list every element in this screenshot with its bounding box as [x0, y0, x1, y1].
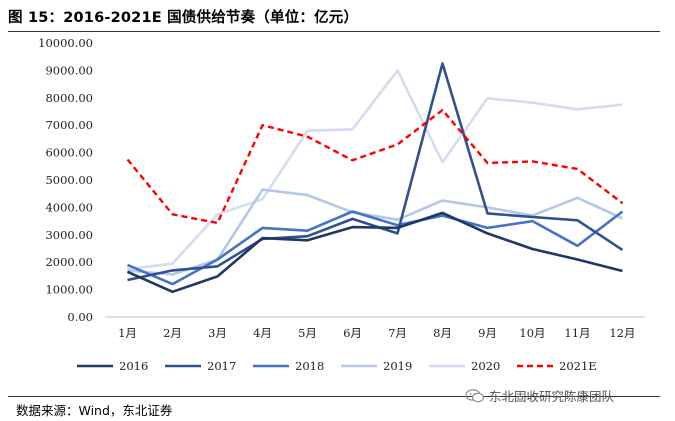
x-tick-label: 3月: [208, 326, 227, 340]
watermark-text: 东北固收研究陈康团队: [489, 389, 615, 404]
x-tick-label: 2月: [163, 326, 182, 340]
legend-label-2019: 2019: [383, 359, 412, 373]
y-tick-label: 6000.00: [45, 146, 93, 160]
figure-title: 图 15：2016-2021E 国债供给节奏（单位：亿元）: [8, 10, 359, 26]
chart-legend: 2016 2017 2018 2019 2020 2021E: [77, 359, 597, 373]
chart-series-group: [126, 62, 624, 294]
series-line-2019: [127, 188, 624, 276]
series-line-2018: [126, 210, 624, 286]
series-line-2020: [127, 69, 623, 271]
line-chart: 0.00 1000.00 2000.00 3000.00 4000.00 5000.00 6…: [38, 36, 645, 373]
legend-label-2021E: 2021E: [559, 359, 597, 373]
title-rule: [8, 31, 660, 32]
y-tick-label: 8000.00: [45, 91, 93, 105]
y-tick-label: 1000.00: [45, 283, 93, 297]
legend-label-2018: 2018: [295, 359, 324, 373]
x-tick-label: 1月: [118, 326, 137, 340]
source-rule: [8, 396, 660, 397]
y-tick-label: 4000.00: [45, 200, 93, 214]
y-tick-label: 3000.00: [45, 228, 93, 242]
legend-label-2017: 2017: [207, 359, 236, 373]
y-tick-label: 5000.00: [45, 173, 93, 187]
legend-label-2020: 2020: [471, 359, 500, 373]
y-tick-label: 9000.00: [45, 63, 93, 77]
y-tick-label: 2000.00: [45, 255, 93, 269]
series-line-2017: [127, 62, 624, 282]
wechat-icon: [465, 388, 485, 402]
x-tick-label: 9月: [478, 326, 497, 340]
x-tick-label: 11月: [564, 326, 590, 340]
x-tick-label: 10月: [519, 326, 545, 340]
x-tick-label: 12月: [609, 326, 635, 340]
y-tick-label: 10000.00: [38, 36, 93, 50]
x-tick-label: 7月: [388, 326, 407, 340]
legend-label-2016: 2016: [119, 359, 148, 373]
series-line-2021E: [126, 108, 624, 225]
x-tick-label: 6月: [343, 326, 362, 340]
x-tick-label: 4月: [253, 326, 272, 340]
y-tick-label: 7000.00: [45, 118, 93, 132]
series-line-2016: [126, 211, 623, 294]
data-source: 数据来源：Wind，东北证券: [16, 403, 173, 418]
chart-axes: 0.00 1000.00 2000.00 3000.00 4000.00 5000.00 6…: [38, 36, 645, 340]
y-tick-label: 0.00: [67, 310, 93, 324]
x-tick-label: 5月: [298, 326, 317, 340]
x-tick-label: 8月: [433, 326, 452, 340]
watermark: 东北固收研究陈康团队: [465, 386, 614, 405]
